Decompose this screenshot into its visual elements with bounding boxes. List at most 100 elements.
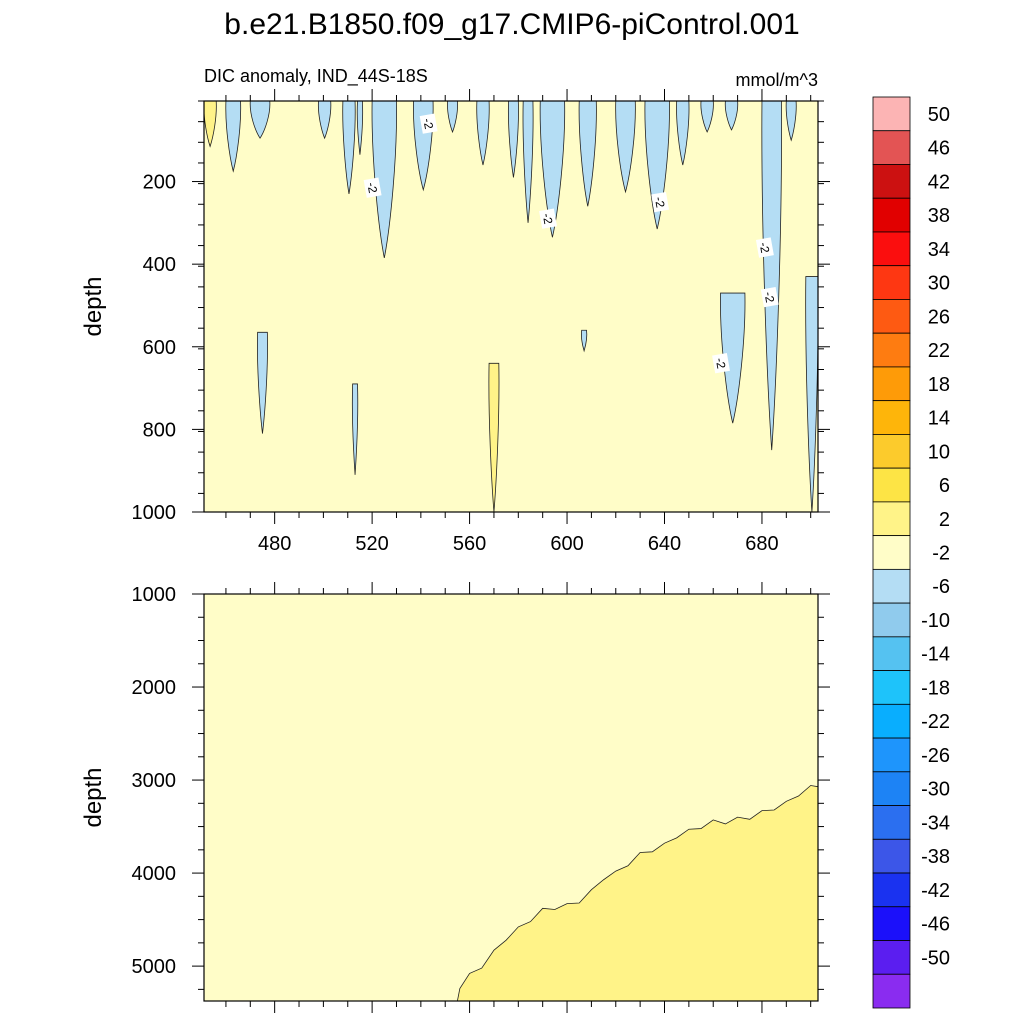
- contour-label-bg: [539, 208, 557, 229]
- contour-label-bg: [651, 191, 670, 213]
- lower-positive-region: [456, 785, 818, 1001]
- colorbar-label: 26: [928, 306, 950, 328]
- upper-negative-region-2: [317, 101, 332, 140]
- colorbar-label: 22: [928, 340, 950, 362]
- colorbar-label: -10: [921, 610, 950, 632]
- units-label: mmol/m^3: [736, 70, 818, 90]
- colorbar-box: [872, 602, 911, 638]
- lower-panel: 1000 2000 3000 4000 5000 depth: [80, 582, 830, 1013]
- upper-negative-region-13: [615, 101, 636, 194]
- upper-negative-region-7: [447, 101, 458, 134]
- colorbar-label: -22: [921, 711, 950, 733]
- colorbar-box: [872, 838, 911, 874]
- colorbar-box: [872, 771, 911, 806]
- colorbar-box: [872, 467, 911, 503]
- colorbar-label: 2: [939, 509, 950, 531]
- contour-label-bg: [419, 113, 438, 134]
- colorbar-label: -34: [921, 812, 950, 834]
- colorbar-label: 18: [928, 374, 950, 396]
- colorbar-label: -30: [921, 779, 950, 801]
- colorbar-label: -18: [921, 678, 950, 700]
- contour-label: -2: [712, 353, 730, 374]
- lower-frame: [203, 593, 819, 1002]
- contour-label-bg: [755, 237, 774, 258]
- contour-label-text: -2: [364, 181, 380, 194]
- contour-label-bg: [363, 177, 382, 198]
- colorbar-box: [872, 737, 911, 773]
- colorbar-label: 34: [928, 239, 950, 261]
- contour-label-text: -2: [540, 212, 556, 225]
- colorbar-label: 42: [928, 171, 950, 193]
- y-tick-label: 1000: [132, 502, 177, 524]
- upper-negative-region-16: [700, 101, 714, 133]
- colorbar-label: -46: [921, 914, 950, 936]
- colorbar-box: [872, 568, 911, 604]
- lower-field: [204, 594, 818, 1001]
- colorbar-label: -50: [921, 947, 950, 969]
- upper-negative-region-12: [578, 101, 597, 207]
- upper-negative-region-4: [356, 101, 364, 155]
- upper-negative-region-14: [644, 101, 670, 230]
- contour-label: -2: [539, 208, 557, 229]
- y-tick-label: 800: [143, 419, 176, 441]
- y-tick-label: 5000: [132, 956, 177, 978]
- chart-title: b.e21.B1850.f09_g17.CMIP6-piControl.001: [224, 8, 799, 41]
- colorbar-box: [872, 400, 911, 435]
- colorbar-box: [872, 703, 911, 739]
- upper-negative-region-22: [257, 331, 268, 434]
- colorbar-box: [872, 366, 911, 402]
- colorbar-box: [872, 940, 911, 975]
- upper-negative-region-10: [522, 101, 534, 223]
- colorbar-label: -6: [932, 576, 950, 598]
- colorbar-box: [872, 332, 911, 368]
- x-tick-label: 680: [745, 533, 778, 555]
- y-tick-label: 4000: [132, 863, 177, 885]
- colorbar-box: [872, 96, 911, 132]
- x-tick-label: 520: [355, 533, 388, 555]
- x-tick-label: 560: [453, 533, 486, 555]
- upper-negative-region-21: [720, 292, 746, 424]
- colorbar-box: [872, 636, 911, 671]
- contour-label-text: -2: [652, 196, 668, 209]
- colorbar-box: [872, 265, 911, 300]
- contour-label-text: -2: [420, 117, 436, 130]
- colorbar-box: [872, 973, 911, 1009]
- x-tick-label: 640: [648, 533, 681, 555]
- upper-negative-region-3: [342, 101, 356, 195]
- colorbar-box: [872, 130, 911, 165]
- upper-negative-region-8: [476, 101, 490, 166]
- upper-background-fill: [204, 101, 818, 512]
- upper-field: -2 -2 -2 -2 -2 -2 -2: [204, 101, 818, 512]
- colorbar-box: [872, 670, 911, 705]
- upper-negative-region-9: [507, 101, 519, 178]
- contour-label: -2: [755, 237, 774, 258]
- contour-label-bg: [712, 353, 730, 374]
- colorbar-label: -26: [921, 745, 950, 767]
- x-tick-label: 600: [550, 533, 583, 555]
- colorbar-label: 10: [928, 441, 950, 463]
- upper-negative-region-11: [539, 101, 566, 238]
- y-tick-label: 200: [143, 172, 176, 194]
- contour-label-text: -2: [757, 241, 773, 254]
- colorbar-label: 38: [928, 205, 950, 227]
- y-tick-label: 2000: [132, 677, 177, 699]
- x-tick-label: 480: [258, 533, 291, 555]
- upper-negative-region-24: [581, 329, 588, 353]
- contour-label-text: -2: [761, 291, 777, 304]
- colorbar: 50 46 42 38 34 30 26 22 18 14 10 6 2 -2 -6 -10 -14 -18 -22…: [872, 96, 950, 1009]
- contour-label-bg: [760, 286, 779, 308]
- colorbar-label: 6: [939, 475, 950, 497]
- contour-label-text: -2: [713, 357, 729, 370]
- colorbar-label: 30: [928, 273, 950, 295]
- colorbar-label: 50: [928, 104, 950, 126]
- colorbar-box: [872, 501, 911, 537]
- upper-negative-region-23: [351, 383, 359, 475]
- colorbar-label: -38: [921, 846, 950, 868]
- y-axis-label: depth: [80, 767, 107, 827]
- colorbar-box: [872, 805, 911, 840]
- y-tick-label: 3000: [132, 770, 177, 792]
- colorbar-box: [872, 906, 911, 941]
- upper-negative-region-18: [761, 101, 782, 451]
